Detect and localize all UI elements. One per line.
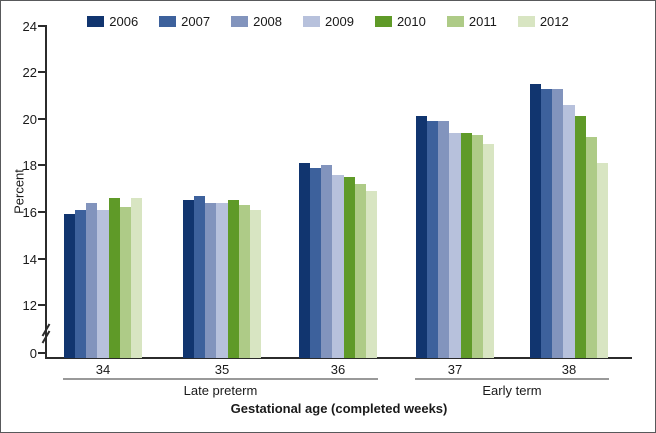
y-tick-label: 16 — [22, 205, 37, 220]
bar-2012-35 — [250, 209, 262, 358]
bar-2011-38 — [585, 137, 597, 358]
y-axis-line — [45, 25, 47, 358]
legend-label: 2010 — [396, 14, 426, 29]
bar-2011-36 — [354, 184, 366, 358]
y-tick-mark — [38, 304, 46, 307]
bar-2012-37 — [483, 144, 495, 358]
bar-2006-37 — [415, 116, 427, 358]
category-group-label: Late preterm — [183, 383, 258, 398]
x-tick-label: 35 — [214, 362, 230, 377]
bar-2008-34 — [86, 202, 98, 358]
x-tick-label: 38 — [561, 362, 577, 377]
x-tick-label: 36 — [330, 362, 346, 377]
bar-2007-36 — [310, 167, 322, 358]
bar-2009-34 — [97, 209, 109, 358]
legend-label: 2009 — [325, 14, 354, 29]
y-tick-label: 18 — [22, 158, 37, 174]
y-tick-label: 20 — [22, 111, 37, 127]
bar-2006-35 — [182, 200, 194, 358]
legend-item-2006: 2006 — [87, 15, 138, 28]
bar-2010-34 — [108, 198, 120, 358]
legend-item-2011: 2011 — [446, 14, 497, 29]
legend-swatch-2007 — [159, 16, 177, 27]
legend-label: 2008 — [253, 14, 283, 29]
y-tick-label: 0 — [29, 345, 37, 361]
bar-2010-35 — [227, 200, 239, 358]
bar-2011-34 — [119, 207, 131, 358]
legend-label: 2012 — [539, 14, 569, 29]
y-tick-mark — [38, 71, 46, 74]
y-tick-mark — [38, 211, 46, 213]
y-tick-mark — [38, 351, 46, 354]
bar-2008-36 — [321, 165, 333, 358]
bar-2006-38 — [529, 83, 541, 358]
y-tick-label: 12 — [22, 298, 37, 314]
bar-2012-34 — [131, 198, 143, 358]
bar-2012-36 — [366, 191, 378, 358]
category-group-line — [414, 378, 610, 380]
bar-2010-38 — [574, 116, 586, 358]
bar-2008-35 — [205, 202, 217, 358]
category-group-label: Early term — [482, 383, 542, 398]
y-tick-label: 24 — [22, 18, 37, 34]
legend-item-2008: 2008 — [231, 15, 282, 28]
legend-label: 2006 — [109, 14, 139, 29]
bar-2008-38 — [552, 88, 564, 358]
bar-2006-34 — [63, 214, 75, 358]
x-axis-line — [45, 357, 632, 359]
bar-2010-36 — [343, 177, 355, 358]
bar-2012-38 — [597, 163, 609, 358]
bar-2009-36 — [332, 174, 344, 358]
legend: 2006 2007 2008 2009 2010 2011 2012 — [1, 15, 655, 28]
x-tick-label: 34 — [95, 362, 111, 377]
legend-item-2009: 2009 — [303, 15, 354, 28]
y-tick-label: 22 — [22, 65, 37, 81]
legend-swatch-2010 — [374, 16, 392, 27]
bar-2009-37 — [449, 132, 461, 358]
legend-item-2007: 2007 — [159, 15, 210, 28]
x-tick-label: 37 — [447, 362, 463, 377]
bar-2006-36 — [298, 163, 310, 358]
y-tick-mark — [38, 164, 46, 167]
bar-2011-35 — [238, 205, 250, 358]
bar-2011-37 — [471, 135, 483, 358]
y-tick-mark — [38, 257, 46, 260]
legend-swatch-2009 — [303, 16, 321, 27]
legend-swatch-2012 — [517, 16, 535, 27]
y-tick-label: 14 — [22, 251, 37, 267]
legend-label: 2007 — [181, 14, 211, 29]
legend-swatch-2008 — [231, 16, 249, 27]
bar-2007-35 — [194, 195, 206, 358]
legend-item-2010: 2010 — [374, 14, 426, 29]
bar-2010-37 — [460, 132, 472, 358]
y-tick-mark — [38, 24, 46, 27]
bar-2009-38 — [563, 104, 575, 358]
category-group-line — [62, 378, 379, 380]
x-axis-title: Gestational age (completed weeks) — [230, 401, 448, 416]
legend-item-2012: 2012 — [517, 14, 569, 29]
bar-2007-37 — [427, 121, 439, 358]
bar-2007-38 — [541, 88, 553, 358]
y-tick-mark — [38, 117, 46, 120]
bar-2008-37 — [438, 121, 450, 358]
legend-swatch-2011 — [446, 16, 464, 27]
legend-swatch-2006 — [87, 16, 105, 27]
bar-2009-35 — [216, 202, 228, 358]
bar-2007-34 — [75, 209, 87, 358]
legend-label: 2011 — [468, 14, 497, 29]
